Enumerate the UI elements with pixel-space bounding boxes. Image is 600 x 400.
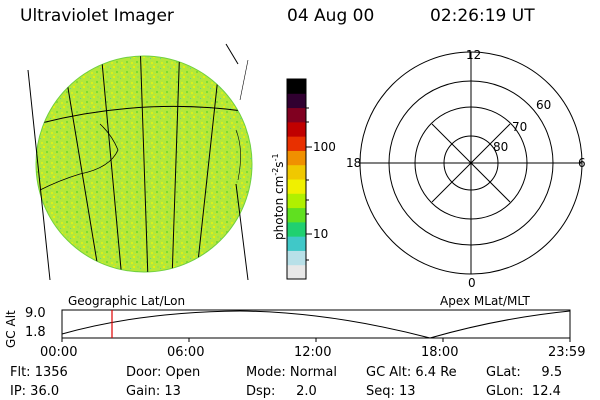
- time-tick-0000: 00:00: [40, 345, 78, 360]
- mlt-label-12: 12: [466, 48, 482, 62]
- time-tick-1800: 18:00: [421, 345, 459, 360]
- mode-value: Mode: Normal: [246, 365, 337, 380]
- colorbar-band: [287, 150, 306, 166]
- colorbar-band: [287, 207, 306, 223]
- colorbar: [287, 79, 306, 280]
- ip-value: IP: 36.0: [10, 384, 60, 399]
- colorbar-band: [287, 79, 306, 94]
- apex-label: Apex MLat/MLT: [440, 294, 530, 308]
- time-label: 02:26:19 UT: [430, 6, 535, 26]
- polar-plot: [359, 51, 583, 275]
- colorbar-tick-10: 10: [313, 227, 329, 241]
- glat-value: GLat: 9.5: [486, 365, 563, 380]
- colorbar-band: [287, 264, 306, 280]
- gain-value: Gain: 13: [126, 384, 181, 399]
- time-tick-2359: 23:59: [548, 345, 586, 360]
- instrument-title: Ultraviolet Imager: [20, 6, 174, 26]
- gc-alt-axis-label: GC Alt: [4, 310, 18, 348]
- colorbar-band: [287, 193, 306, 209]
- mlat-label-80: 80: [493, 140, 509, 154]
- mlt-label-0: 0: [468, 276, 476, 290]
- mlat-label-70: 70: [512, 120, 528, 134]
- alt-tick-low: 1.8: [25, 325, 46, 340]
- gc-alt-value: GC Alt: 6.4 Re: [366, 365, 457, 380]
- altitude-plot: [61, 309, 571, 342]
- colorbar-band: [287, 121, 306, 137]
- colorbar-band: [287, 164, 306, 180]
- time-tick-0600: 06:00: [167, 345, 205, 360]
- door-status: Door: Open: [126, 365, 201, 380]
- colorbar-band: [287, 179, 306, 194]
- glon-value: GLon: 12.4: [486, 384, 561, 399]
- colorbar-ticks: [306, 107, 312, 261]
- mlt-label-6: 6: [578, 156, 586, 170]
- colorbar-band: [287, 221, 306, 237]
- colorbar-band: [287, 236, 306, 251]
- flight-number: Flt: 1356: [10, 365, 68, 380]
- date-label: 04 Aug 00: [287, 6, 375, 26]
- mlat-label-60: 60: [536, 98, 552, 112]
- colorbar-band: [287, 107, 306, 123]
- geographic-label: Geographic Lat/Lon: [68, 294, 186, 308]
- seq-value: Seq: 13: [366, 384, 416, 399]
- colorbar-band: [287, 250, 306, 266]
- colorbar-unit-label: photon cm-2s-1: [271, 153, 286, 240]
- mlt-label-18: 18: [346, 156, 362, 170]
- dsp-value: Dsp: 2.0: [246, 384, 317, 399]
- uv-image-disc: [35, 55, 253, 273]
- colorbar-tick-100: 100: [313, 140, 336, 154]
- time-tick-1200: 12:00: [294, 345, 332, 360]
- outer-meridians: [27, 43, 249, 281]
- colorbar-band: [287, 93, 306, 109]
- colorbar-band: [287, 136, 306, 151]
- alt-tick-high: 9.0: [25, 306, 46, 321]
